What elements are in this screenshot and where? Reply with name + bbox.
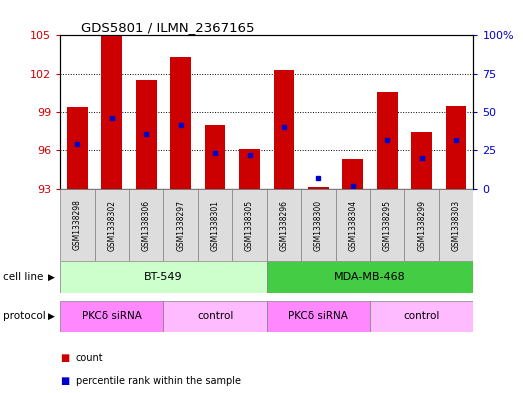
Text: GDS5801 / ILMN_2367165: GDS5801 / ILMN_2367165: [81, 21, 254, 34]
Text: control: control: [197, 311, 233, 321]
Text: percentile rank within the sample: percentile rank within the sample: [76, 376, 241, 386]
Text: GSM1338296: GSM1338296: [279, 200, 289, 251]
Bar: [170, 57, 191, 189]
Text: cell line: cell line: [3, 272, 43, 282]
Bar: [301, 189, 336, 261]
Text: control: control: [403, 311, 440, 321]
Text: ■: ■: [60, 376, 70, 386]
Bar: [101, 35, 122, 189]
Bar: [95, 189, 129, 261]
Bar: [274, 70, 294, 189]
Bar: [163, 189, 198, 261]
Bar: [205, 125, 225, 189]
Text: MDA-MB-468: MDA-MB-468: [334, 272, 406, 282]
Text: PKCδ siRNA: PKCδ siRNA: [289, 311, 348, 321]
Bar: [267, 261, 473, 293]
Bar: [129, 189, 163, 261]
Bar: [404, 189, 439, 261]
Text: protocol: protocol: [3, 311, 46, 321]
Bar: [267, 189, 301, 261]
Text: GSM1338301: GSM1338301: [211, 200, 220, 251]
Bar: [439, 189, 473, 261]
Text: PKCδ siRNA: PKCδ siRNA: [82, 311, 142, 321]
Bar: [370, 301, 473, 332]
Text: GSM1338304: GSM1338304: [348, 200, 357, 251]
Text: ■: ■: [60, 353, 70, 363]
Bar: [60, 301, 163, 332]
Text: BT-549: BT-549: [144, 272, 183, 282]
Text: ▶: ▶: [48, 312, 55, 321]
Bar: [308, 187, 329, 189]
Bar: [336, 189, 370, 261]
Text: GSM1338306: GSM1338306: [142, 200, 151, 251]
Bar: [446, 106, 467, 189]
Text: GSM1338302: GSM1338302: [107, 200, 116, 251]
Bar: [67, 107, 88, 189]
Bar: [60, 189, 95, 261]
Bar: [198, 189, 232, 261]
Bar: [136, 80, 156, 189]
Text: GSM1338305: GSM1338305: [245, 200, 254, 251]
Bar: [232, 189, 267, 261]
Text: count: count: [76, 353, 104, 363]
Text: GSM1338297: GSM1338297: [176, 200, 185, 251]
Bar: [377, 92, 397, 189]
Text: GSM1338298: GSM1338298: [73, 200, 82, 250]
Text: GSM1338300: GSM1338300: [314, 200, 323, 251]
Text: GSM1338299: GSM1338299: [417, 200, 426, 251]
Bar: [411, 132, 432, 189]
Bar: [239, 149, 260, 189]
Bar: [60, 261, 267, 293]
Text: GSM1338295: GSM1338295: [383, 200, 392, 251]
Bar: [370, 189, 404, 261]
Bar: [267, 301, 370, 332]
Text: ▶: ▶: [48, 273, 55, 281]
Text: GSM1338303: GSM1338303: [451, 200, 461, 251]
Bar: [343, 159, 363, 189]
Bar: [163, 301, 267, 332]
